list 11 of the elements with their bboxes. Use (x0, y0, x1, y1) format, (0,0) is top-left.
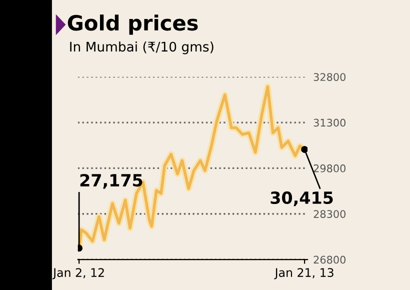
x-tick-label: Jan 2, 12 (52, 268, 104, 280)
chart-title: Gold prices (68, 14, 198, 35)
annotation: 30,415 (270, 191, 333, 206)
y-tick-label: 26800 (314, 256, 346, 264)
y-tick-label: 29800 (314, 164, 346, 172)
y-tick-label: 31300 (314, 118, 346, 127)
y-tick-label: 32800 (314, 73, 346, 81)
y-tick-label: 28300 (314, 210, 346, 218)
x-tick-label: Jan 21, 13 (274, 268, 334, 280)
chart-subtitle: In Mumbai (₹/10 gms) (70, 41, 214, 54)
annotation: 27,175 (80, 174, 142, 189)
